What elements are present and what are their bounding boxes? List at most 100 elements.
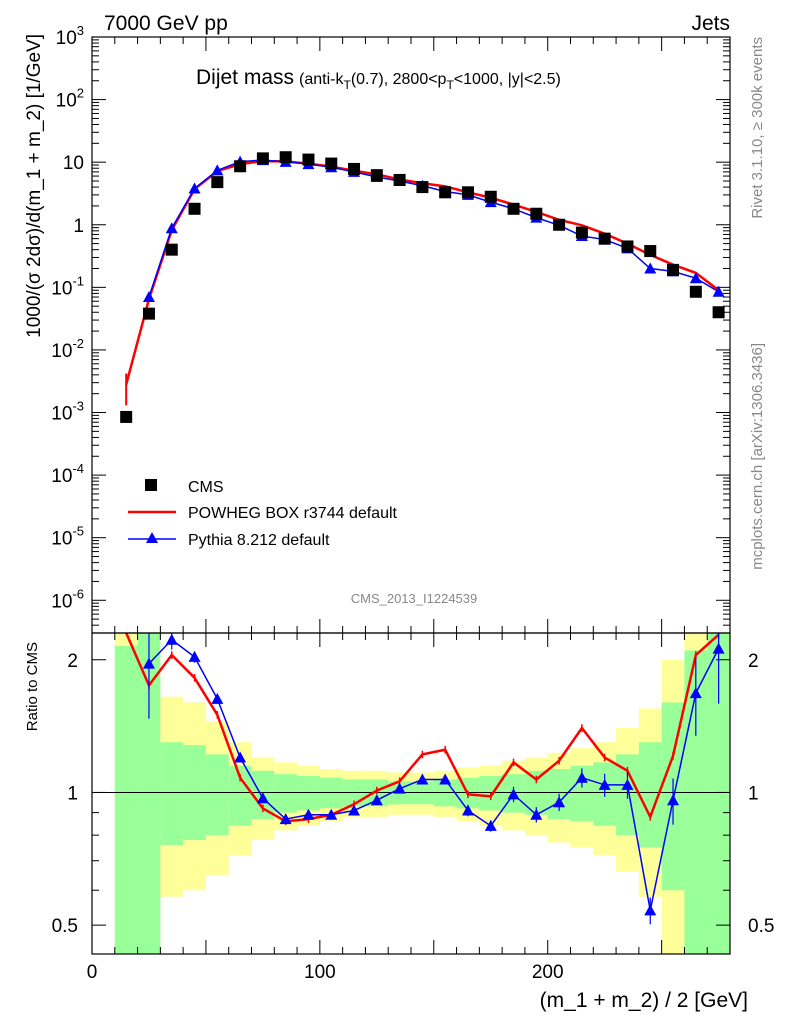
pythia-ratio-point xyxy=(507,788,520,800)
band-inner-bin xyxy=(274,774,298,813)
pythia-ratio-point xyxy=(621,778,634,790)
y-tick-label-main: 10-5 xyxy=(51,524,84,550)
rivet-version-label: Rivet 3.1.10, ≥ 300k events xyxy=(749,37,766,219)
y-tick-label-main: 10-2 xyxy=(51,336,84,362)
pythia-ratio-point xyxy=(667,794,680,806)
cms-point xyxy=(142,307,155,320)
cms-point xyxy=(120,410,133,423)
band-inner-bin xyxy=(228,765,252,826)
x-tick-label: 100 xyxy=(304,962,336,983)
powheg-line xyxy=(124,159,720,385)
pythia-ratio-point xyxy=(416,773,429,785)
y-tick-label-main: 10-3 xyxy=(51,399,84,425)
y-tick-label-main: 10-4 xyxy=(51,461,84,487)
pythia-ratio-point xyxy=(234,751,247,763)
cms-point xyxy=(325,157,338,170)
cms-point xyxy=(507,202,520,215)
pythia-ratio-point xyxy=(142,657,155,669)
pythia-line xyxy=(148,159,719,298)
pythia-point xyxy=(689,272,702,284)
band-inner-bin xyxy=(205,754,229,836)
cms-point xyxy=(439,186,452,199)
pythia-ratio-point xyxy=(461,804,474,816)
legend-cms-marker xyxy=(145,479,157,491)
ratio-series xyxy=(125,632,725,925)
band-inner-bin xyxy=(137,633,161,954)
pythia-ratio-point xyxy=(325,808,338,820)
pythia-ratio-point xyxy=(302,808,315,820)
pythia-ratio-point xyxy=(348,804,361,816)
y-tick-label-main: 10 xyxy=(63,153,84,174)
axis-ticks xyxy=(91,36,731,954)
band-inner-bin xyxy=(160,742,184,845)
pythia-point xyxy=(188,182,201,194)
legend: CMS POWHEG BOX r3744 default Pythia 8.21… xyxy=(128,479,398,549)
cms-point xyxy=(598,232,611,245)
y-axis-label-ratio: Ratio to CMS xyxy=(24,642,41,731)
y-tick-label-ratio-left: 1 xyxy=(67,783,78,804)
y-tick-label-ratio-left: 0.5 xyxy=(52,916,78,937)
cms-point xyxy=(393,173,406,186)
plot-title-main: Dijet mass xyxy=(196,66,294,89)
band-inner-bin xyxy=(707,633,730,954)
y-tick-label-ratio-right: 2 xyxy=(748,651,759,672)
cms-point xyxy=(644,245,657,258)
legend-cms-label: CMS xyxy=(188,479,224,496)
cms-point xyxy=(621,240,634,253)
pythia-point xyxy=(644,262,657,274)
mcplots-source-label: mcplots.cern.ch [arXiv:1306.3436] xyxy=(749,343,766,570)
cms-point xyxy=(188,202,201,215)
cms-point xyxy=(348,162,361,175)
pythia-ratio-point xyxy=(553,796,566,808)
analysis-watermark: CMS_2013_I1224539 xyxy=(351,591,478,606)
pythia-point xyxy=(165,222,178,234)
band-inner-bin xyxy=(684,650,708,954)
cms-point xyxy=(689,285,702,298)
y-axis-label-main: 1000/(σ 2dσ)/d(m_1 + m_2) [1/GeV] xyxy=(24,34,45,338)
cms-point xyxy=(553,218,566,231)
pythia-ratio-point xyxy=(165,633,178,645)
header-right: Jets xyxy=(691,12,730,35)
cms-point xyxy=(302,153,315,166)
x-axis-label: (m_1 + m_2) / 2 [GeV] xyxy=(540,989,748,1012)
pythia-ratio-point xyxy=(689,687,702,699)
cms-point xyxy=(234,160,247,173)
y-tick-label-main: 1 xyxy=(73,216,84,237)
y-tick-label-ratio-right: 1 xyxy=(748,783,759,804)
cms-point xyxy=(461,186,474,199)
pythia-ratio-point xyxy=(211,692,224,704)
pythia-ratio-point xyxy=(188,650,201,662)
y-tick-label-ratio-left: 2 xyxy=(67,651,78,672)
ratio-uncertainty-bands xyxy=(114,633,730,954)
band-inner-bin xyxy=(638,742,662,848)
legend-pythia-label: Pythia 8.212 default xyxy=(188,532,330,549)
cms-point xyxy=(530,207,543,220)
cms-point xyxy=(712,306,725,319)
band-inner-bin xyxy=(319,777,343,809)
pythia-ratio-point xyxy=(256,792,269,804)
pythia-ratio-point xyxy=(575,771,588,783)
cms-point xyxy=(256,152,269,165)
y-tick-label-ratio-right: 0.5 xyxy=(748,916,774,937)
pythia-ratio-point xyxy=(598,778,611,790)
y-tick-label-main: 10-1 xyxy=(51,273,84,299)
cms-point xyxy=(484,190,497,203)
cms-point xyxy=(416,181,429,194)
cms-point xyxy=(370,169,383,182)
x-tick-label: 0 xyxy=(87,962,98,983)
ratio-plot-frame xyxy=(91,632,731,955)
pythia-ratio-point xyxy=(712,642,725,654)
pythia-ratio-point xyxy=(393,782,406,794)
cms-point xyxy=(575,226,588,239)
pythia-point xyxy=(211,164,224,176)
y-tick-label-main: 103 xyxy=(56,23,84,49)
y-tick-label-main: 102 xyxy=(56,86,84,112)
cms-point xyxy=(211,176,224,189)
pythia-ratio-point xyxy=(530,808,543,820)
pythia-point xyxy=(142,291,155,303)
tick-labels: 0 100 200 10-6 10-5 10-4 10-3 10-2 10-1 1 10 102 103… xyxy=(51,23,774,983)
pythia-ratio-point xyxy=(644,904,657,916)
plot-title: Dijet mass (anti-kT(0.7), 2800<pT<1000, |… xyxy=(196,66,561,92)
cms-point xyxy=(279,151,292,164)
